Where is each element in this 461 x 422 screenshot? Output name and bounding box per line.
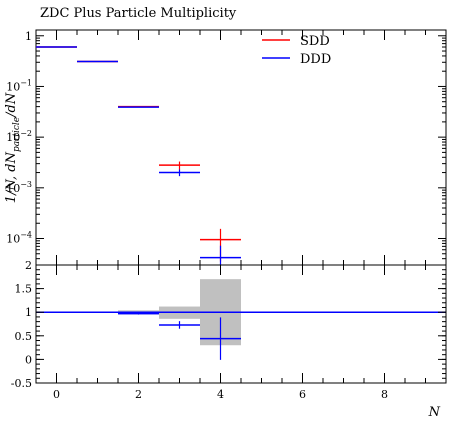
y-axis-label-text: 1/N, dN [4, 151, 19, 203]
y-tick-label-exponent: −3 [20, 180, 32, 189]
x-tick-label: 8 [381, 388, 388, 401]
y-tick-label-base: 10 [6, 232, 20, 245]
legend-label: SDD [300, 34, 330, 49]
y-tick-label-exponent: −1 [20, 78, 32, 87]
chart-title: ZDC Plus Particle Multiplicity [40, 6, 237, 21]
ratio-y-tick-label: 2 [25, 259, 32, 272]
legend: SDD DDD [262, 34, 331, 67]
ratio-y-tick-label: 1 [25, 306, 32, 319]
y-tick-label-base: 10 [6, 182, 20, 195]
y-axis-label: 1/N, dNparticle/dN [4, 92, 22, 203]
ratio-y-tick-label: -0.5 [11, 377, 32, 390]
ratio-panel: -0.5 0 0.5 1 1.5 2 0 2 4 6 8 [11, 259, 447, 401]
x-tick-label: 4 [217, 388, 224, 401]
x-tick-label: 2 [135, 388, 142, 401]
y-tick-label: 10−4 [6, 230, 32, 245]
ratio-y-tick-label: 1.5 [15, 283, 33, 296]
y-tick-label-exponent: −2 [20, 129, 32, 138]
x-tick-label: 0 [53, 388, 60, 401]
ratio-y-tick-label: 0.5 [15, 330, 33, 343]
x-axis-label: N [428, 405, 441, 420]
y-tick-label-base: 10 [6, 131, 20, 144]
y-tick-label-exponent: −4 [20, 230, 32, 239]
ratio-y-tick-label: 0 [25, 353, 32, 366]
y-tick-label: 1 [25, 30, 32, 43]
y-tick-label: 10−2 [6, 129, 32, 144]
main-panel-frame [35, 29, 447, 266]
legend-label: DDD [300, 52, 331, 67]
y-tick-label: 10−1 [6, 78, 32, 93]
y-tick-label-base: 10 [6, 80, 20, 93]
y-axis-label-text: /dN [4, 92, 19, 119]
x-tick-label: 6 [299, 388, 306, 401]
y-axis-label-subscript: particle [12, 117, 22, 152]
main-panel: 10−410−310−210−11 [6, 29, 447, 266]
y-tick-label: 10−3 [6, 180, 32, 195]
